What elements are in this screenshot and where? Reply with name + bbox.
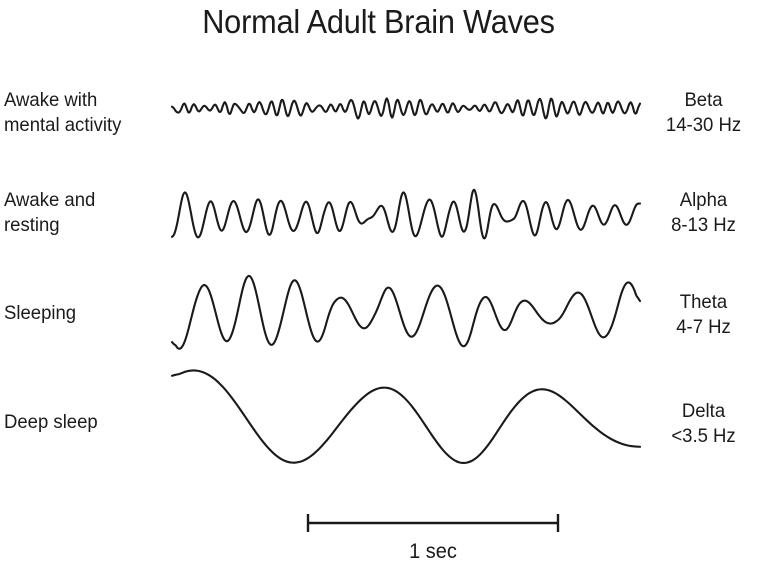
- state-label-line1: Deep sleep: [4, 411, 98, 433]
- state-label-line2: resting: [4, 214, 60, 236]
- eeg-trace-alpha-svg: [170, 188, 642, 240]
- eeg-trace-alpha: [168, 186, 646, 248]
- band-label-delta: Delta <3.5 Hz: [653, 399, 755, 449]
- state-label-beta: Awake with mental activity: [4, 88, 156, 138]
- scale-bar-caption: 1 sec: [409, 540, 457, 563]
- wave-row-alpha: Awake and resting Alpha 8-13 Hz: [0, 186, 757, 248]
- eeg-trace-delta: [168, 369, 646, 466]
- eeg-trace-theta-svg: [170, 274, 642, 350]
- scale-bar: 1 sec: [300, 508, 566, 568]
- eeg-trace-theta: [168, 274, 646, 350]
- eeg-path-beta: [170, 97, 642, 120]
- state-label-line2: mental activity: [4, 114, 122, 136]
- state-label-theta: Sleeping: [4, 301, 156, 326]
- band-range: 8-13 Hz: [671, 214, 736, 236]
- band-range: 4-7 Hz: [676, 316, 731, 338]
- band-name: Theta: [679, 291, 728, 313]
- band-label-beta: Beta 14-30 Hz: [653, 88, 755, 138]
- eeg-trace-beta: [168, 78, 646, 140]
- eeg-path-theta: [170, 274, 642, 350]
- band-name: Beta: [684, 89, 723, 111]
- wave-row-beta: Awake with mental activity Beta 14-30 Hz: [0, 78, 757, 140]
- scale-bar-svg: [306, 514, 560, 532]
- wave-row-delta: Deep sleep Delta <3.5 Hz: [0, 369, 757, 466]
- eeg-trace-delta-svg: [170, 369, 642, 465]
- eeg-path-delta: [170, 369, 642, 465]
- band-range: 14-30 Hz: [665, 114, 742, 136]
- state-label-delta: Deep sleep: [4, 410, 156, 435]
- eeg-trace-beta-svg: [170, 97, 642, 120]
- band-name: Delta: [681, 400, 726, 422]
- band-name: Alpha: [679, 189, 728, 211]
- band-range: <3.5 Hz: [671, 425, 736, 447]
- state-label-line1: Awake and: [4, 189, 96, 211]
- state-label-line1: Awake with: [4, 89, 98, 111]
- page-title: Normal Adult Brain Waves: [202, 3, 555, 40]
- eeg-path-alpha: [170, 188, 642, 240]
- band-label-theta: Theta 4-7 Hz: [653, 290, 755, 340]
- state-label-alpha: Awake and resting: [4, 188, 156, 238]
- wave-row-theta: Sleeping Theta 4-7 Hz: [0, 274, 757, 350]
- band-label-alpha: Alpha 8-13 Hz: [653, 188, 755, 238]
- state-label-line1: Sleeping: [4, 302, 77, 324]
